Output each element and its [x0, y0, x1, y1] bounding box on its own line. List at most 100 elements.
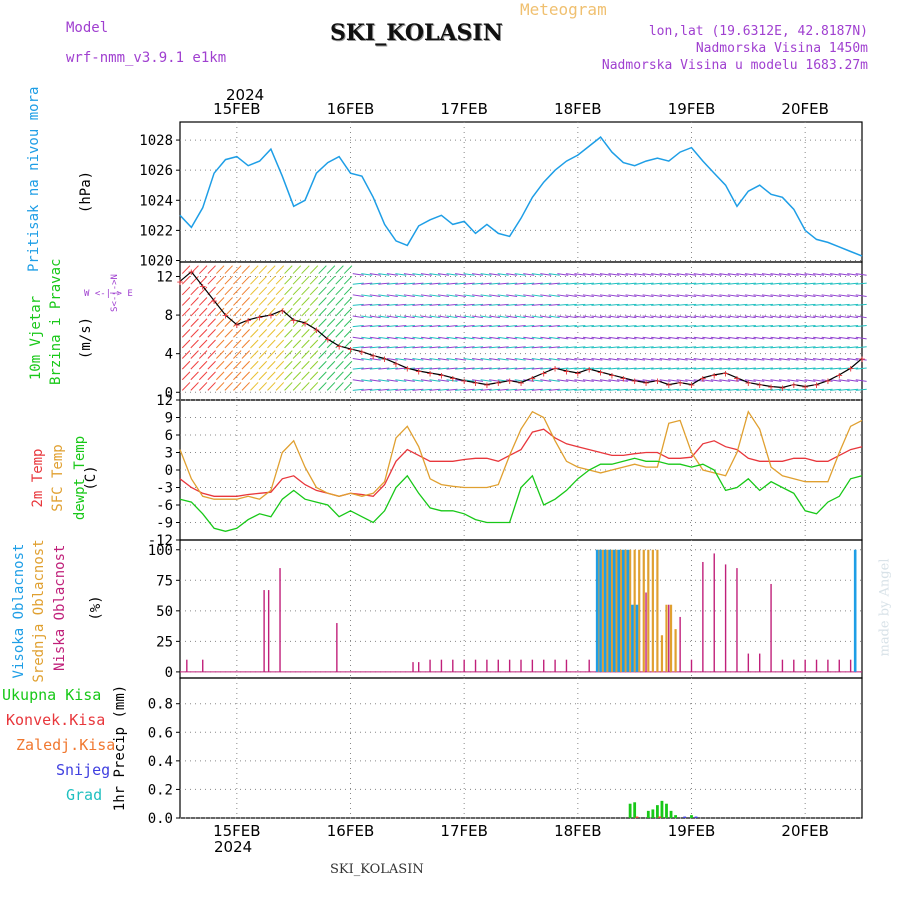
wind-barb [429, 303, 441, 306]
wind-barb [855, 325, 867, 328]
wind-barb [403, 379, 415, 382]
x-day-label-bottom: 16FEB [327, 822, 374, 840]
cloud-bar-niska [679, 616, 681, 672]
wind-barb [531, 358, 543, 361]
wind-barb [557, 273, 569, 276]
wind-barb [540, 325, 552, 328]
wind-barb [736, 358, 748, 361]
wind-barb [702, 358, 714, 361]
wind-barb [361, 336, 373, 340]
wind-barb [830, 303, 842, 306]
wind-barb [787, 346, 799, 349]
wind-barb [361, 294, 373, 297]
wind-barb [309, 329, 319, 338]
wind-barb [719, 346, 731, 349]
wind-barb [472, 303, 484, 306]
wind-barb [727, 315, 739, 319]
wind-barb [608, 303, 620, 306]
wind-barb [838, 336, 850, 340]
wind-barb [292, 318, 302, 328]
wind-barb [420, 346, 432, 349]
wind-barb [813, 273, 825, 276]
wind-barb [787, 388, 799, 391]
wind-barb [309, 275, 319, 285]
wind-barb [395, 379, 407, 382]
wind-barb [284, 297, 293, 306]
wind-barb [224, 360, 233, 370]
wind-barb [702, 379, 714, 382]
wind-barb [778, 358, 790, 361]
wind-barb [582, 273, 594, 276]
wind-barb [181, 371, 191, 381]
temp-line-2m-temp [179, 428, 863, 497]
wind-barb [523, 325, 535, 328]
wind-barb [676, 315, 688, 319]
wind-barb [455, 388, 467, 391]
wind-barb [267, 297, 276, 306]
wind-barb [804, 346, 816, 349]
wind-barb [386, 346, 398, 349]
wind-barb [420, 294, 432, 297]
cloud-ytick-label: 0 [165, 665, 173, 681]
wind-speed-marker: + [449, 372, 456, 385]
wind-barb [420, 325, 432, 328]
wind-barb [489, 336, 501, 340]
wind-barb [804, 294, 816, 297]
wind-barb [369, 388, 381, 391]
wind-barb [608, 315, 620, 319]
wind-barb [642, 346, 654, 349]
wind-barb [480, 303, 492, 306]
wind-barb [813, 294, 825, 297]
x-day-label-top: 18FEB [554, 100, 601, 118]
wind-barb [702, 388, 714, 391]
precip-label-snow: Snijeg [56, 761, 111, 779]
wind-barb [318, 265, 327, 274]
wind-barb [480, 315, 492, 319]
wind-barb [557, 379, 569, 382]
wind-barb [659, 388, 671, 391]
wind-barb [744, 336, 756, 340]
precip-bar-ukupnakisa [656, 805, 659, 818]
wind-barb [514, 315, 526, 319]
wind-barb [335, 265, 344, 274]
wind-barb [557, 325, 569, 328]
wind-barb [258, 350, 268, 359]
wind-barb [659, 303, 671, 306]
precip-bar-snijeg [683, 816, 687, 818]
wind-barb [736, 367, 748, 370]
wind-barb [361, 367, 373, 370]
wind-speed-marker: + [324, 333, 331, 346]
wind-barb [420, 358, 432, 361]
wind-speed-marker: + [245, 314, 252, 327]
wind-barb [403, 303, 415, 306]
wind-barb [437, 315, 449, 319]
cloud-bar-srednja [601, 549, 604, 672]
wind-barb [361, 315, 373, 319]
wind-speed-marker: + [597, 366, 604, 379]
wind-speed-marker: + [813, 379, 820, 392]
wind-barb [343, 286, 353, 296]
wind-barb [233, 286, 242, 296]
wind-barb [301, 275, 310, 285]
wind-barb [668, 315, 680, 319]
wind-barb [574, 346, 586, 349]
wind-speed-marker: + [518, 377, 525, 390]
wind-barb [693, 282, 705, 285]
wind-barb [181, 307, 191, 317]
wind-barb [233, 297, 242, 306]
wind-barb [250, 382, 259, 391]
wind-barb [761, 303, 773, 306]
wind-barb [369, 294, 381, 297]
wind-barb [506, 282, 518, 285]
wind-barb [497, 273, 509, 276]
wind-barb [642, 282, 654, 285]
wind-barb [744, 346, 756, 349]
wind-barb [821, 388, 833, 391]
wind-barb [514, 336, 526, 340]
wind-barb [787, 273, 799, 276]
wind-barb [599, 346, 611, 349]
wind-barb [838, 388, 850, 391]
wind-barb [198, 318, 208, 328]
wind-barb [753, 367, 765, 370]
wind-barb [685, 358, 697, 361]
